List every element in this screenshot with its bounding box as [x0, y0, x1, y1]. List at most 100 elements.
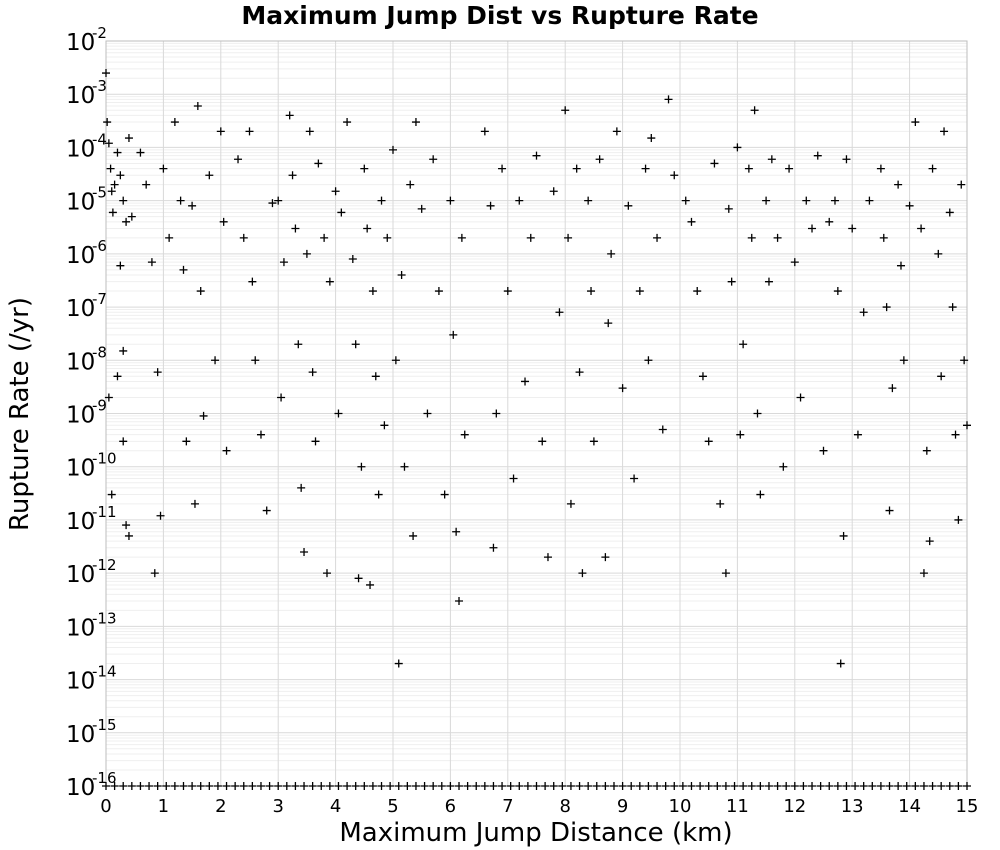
data-point — [440, 490, 449, 499]
data-point — [538, 437, 547, 446]
data-point — [587, 287, 596, 296]
data-point — [136, 782, 145, 790]
data-point — [351, 340, 360, 349]
data-point — [756, 782, 765, 790]
y-tick-exponent: -13 — [92, 609, 117, 627]
y-tick-exponent: -16 — [92, 769, 117, 787]
data-point — [231, 782, 240, 790]
y-tick-exponent: -5 — [92, 184, 107, 202]
data-point — [713, 782, 722, 790]
data-point — [211, 356, 220, 365]
y-tick-base: 10 — [66, 30, 95, 56]
data-point — [317, 782, 326, 790]
data-point — [331, 187, 340, 196]
data-point — [653, 233, 662, 242]
data-point — [584, 782, 593, 790]
data-point — [113, 372, 122, 381]
data-point — [558, 782, 567, 790]
data-point — [179, 265, 188, 274]
y-tick-base: 10 — [66, 562, 95, 588]
data-point — [411, 782, 420, 790]
data-point — [251, 356, 260, 365]
data-point — [190, 499, 199, 508]
y-tick-base: 10 — [66, 403, 95, 429]
data-point — [954, 515, 963, 524]
y-tick-exponent: -2 — [92, 24, 107, 42]
data-point — [107, 490, 116, 499]
data-point — [394, 782, 403, 790]
data-point — [348, 255, 357, 264]
data-point — [521, 377, 530, 386]
y-tick-label: 10-13 — [66, 609, 117, 641]
data-point — [773, 782, 782, 790]
data-point — [282, 782, 291, 790]
data-point — [635, 782, 644, 790]
data-point — [434, 287, 443, 296]
x-tick-label: 12 — [783, 796, 806, 817]
data-point — [764, 277, 773, 286]
data-point — [354, 574, 363, 583]
y-tick-label: 10-7 — [66, 290, 107, 322]
data-point — [219, 217, 228, 226]
data-point — [337, 208, 346, 217]
data-point — [170, 118, 179, 127]
y-tick-base: 10 — [66, 349, 95, 375]
data-point — [165, 233, 174, 242]
data-point — [564, 233, 573, 242]
data-point — [963, 782, 971, 790]
data-point — [371, 372, 380, 381]
data-point — [386, 782, 395, 790]
x-tick-label: 2 — [215, 796, 226, 817]
x-axis-ticks: 0 1 2 3 4 5 6 7 8 9 10 11 12 13 14 15 — [100, 796, 978, 817]
data-point — [256, 430, 265, 439]
data-point — [899, 356, 908, 365]
data-point — [127, 782, 136, 790]
data-point — [710, 159, 719, 168]
data-point — [549, 782, 558, 790]
data-point — [383, 233, 392, 242]
data-point — [894, 782, 903, 790]
data-point — [305, 127, 314, 136]
data-point — [274, 782, 283, 790]
data-point — [199, 411, 208, 420]
data-point — [842, 155, 851, 164]
data-point — [291, 224, 300, 233]
data-point — [314, 159, 323, 168]
data-point — [687, 217, 696, 226]
data-point — [693, 287, 702, 296]
data-point — [951, 430, 960, 439]
data-point — [176, 196, 185, 205]
data-point — [790, 258, 799, 267]
data-point — [368, 287, 377, 296]
data-point — [506, 782, 515, 790]
data-point — [107, 187, 116, 196]
data-point — [960, 356, 969, 365]
data-point — [779, 462, 788, 471]
data-point — [911, 782, 920, 790]
data-point — [566, 782, 575, 790]
data-point — [894, 180, 903, 189]
data-point — [429, 155, 438, 164]
y-tick-label: 10-11 — [66, 503, 117, 535]
data-point — [104, 139, 113, 148]
data-point — [119, 346, 128, 355]
data-point — [658, 425, 667, 434]
data-point — [721, 569, 730, 578]
data-point — [724, 204, 733, 213]
data-point — [739, 782, 748, 790]
x-tick-label: 7 — [502, 796, 513, 817]
data-point — [888, 384, 897, 393]
data-point — [670, 782, 679, 790]
x-axis-label: Maximum Jump Distance (km) — [339, 818, 732, 848]
data-point — [196, 782, 205, 790]
data-point — [360, 782, 369, 790]
data-point — [653, 782, 662, 790]
data-point — [486, 201, 495, 210]
data-point — [205, 782, 214, 790]
data-point — [193, 102, 202, 111]
data-point — [767, 155, 776, 164]
data-point — [670, 171, 679, 180]
data-point — [727, 277, 736, 286]
data-point — [265, 782, 274, 790]
y-tick-exponent: -12 — [92, 556, 117, 574]
